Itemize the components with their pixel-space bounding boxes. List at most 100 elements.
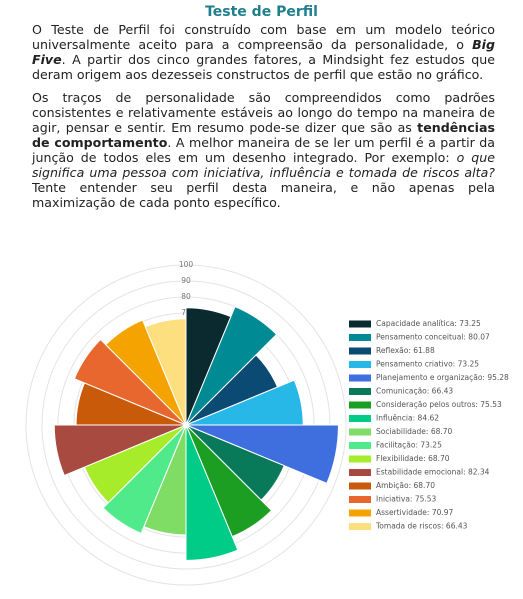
legend-entry: Facilitação: 73.25 <box>376 441 442 450</box>
legend-swatch <box>349 455 371 463</box>
text: . A melhor maneira de se ler um perfil é… <box>32 135 495 165</box>
legend-name: Assertividade <box>376 508 427 517</box>
legend-separator: : <box>423 454 428 463</box>
legend-swatch <box>349 374 371 382</box>
legend-entry: Assertividade: 70.97 <box>376 508 454 517</box>
legend-name: Sociabilidade <box>376 427 426 436</box>
legend-value: 75.53 <box>480 400 502 409</box>
legend-name: Influência <box>376 414 413 423</box>
legend-separator: : <box>475 400 480 409</box>
legend-swatch <box>349 496 371 503</box>
legend-name: Pensamento criativo <box>376 360 453 369</box>
legend-value: 80.07 <box>468 333 490 342</box>
legend-swatch <box>349 334 371 341</box>
legend-swatch <box>349 509 371 517</box>
legend-entry: Ambição: 68.70 <box>376 481 435 490</box>
legend-swatch <box>349 347 371 355</box>
legend-name: Iniciativa <box>376 495 410 504</box>
legend-swatch <box>349 442 371 449</box>
legend-entry: Pensamento conceitual: 80.07 <box>376 333 490 342</box>
legend-entry: Sociabilidade: 68.70 <box>376 427 453 436</box>
legend-separator: : <box>415 441 420 450</box>
legend-separator: : <box>454 319 459 328</box>
legend-name: Flexibilidade <box>376 454 424 463</box>
emphasis: Big Five <box>32 37 495 67</box>
page: Teste de Perfil O Teste de Perfil foi co… <box>0 4 523 599</box>
legend-separator: : <box>482 373 487 382</box>
r-tick-label: 90 <box>181 276 191 285</box>
legend-value: 73.25 <box>420 441 442 450</box>
legend-value: 75.53 <box>415 495 437 504</box>
legend-name: Capacidade analítica <box>376 319 454 328</box>
legend-name: Pensamento conceitual <box>376 333 463 342</box>
legend-separator: : <box>410 495 415 504</box>
legend-swatch <box>349 428 371 436</box>
legend-value: 82.34 <box>468 468 490 477</box>
paragraph: Os traços de personalidade são compreend… <box>32 90 495 210</box>
legend-value: 84.62 <box>418 414 440 423</box>
wedge <box>104 319 187 426</box>
legend-name: Facilitação <box>376 441 416 450</box>
chart: 102030405060708090100Capacidade analític… <box>25 260 509 586</box>
legend-value: 61.88 <box>413 346 435 355</box>
title: Teste de Perfil <box>205 4 318 20</box>
legend-name: Reflexão <box>376 346 409 355</box>
legend-separator: : <box>426 427 431 436</box>
legend-value: 68.70 <box>428 454 450 463</box>
wedge <box>53 424 187 477</box>
legend-swatch <box>349 401 371 409</box>
legend-swatch <box>349 320 371 328</box>
legend-separator: : <box>413 414 418 423</box>
legend-name: Consideração pelos outros <box>376 400 475 409</box>
legend-entry: Iniciativa: 75.53 <box>376 495 437 504</box>
legend-value: 66.43 <box>446 522 468 531</box>
legend-separator: : <box>463 333 468 342</box>
legend-separator: : <box>441 522 446 531</box>
legend-value: 73.25 <box>458 360 480 369</box>
legend-swatch <box>349 523 371 530</box>
legend-name: Comunicação <box>376 387 427 396</box>
legend-separator: : <box>427 508 432 517</box>
text: O Teste de Perfil foi construído com bas… <box>32 22 495 52</box>
wedge <box>185 424 339 484</box>
bold: tendências de comportamento <box>32 120 495 150</box>
legend-name: Ambição <box>376 481 409 490</box>
wedge <box>185 424 239 561</box>
legend-entry: Reflexão: 61.88 <box>376 346 435 355</box>
legend-swatch <box>349 388 371 395</box>
r-tick-label: 100 <box>179 260 194 269</box>
wedge <box>73 338 187 426</box>
legend-name: Tomada de riscos <box>375 522 441 531</box>
legend-separator: : <box>463 468 468 477</box>
legend-swatch <box>349 482 371 490</box>
text: Os traços de personalidade são compreend… <box>32 90 495 135</box>
legend-entry: Flexibilidade: 68.70 <box>376 454 450 463</box>
legend-value: 68.70 <box>431 427 453 436</box>
legend-value: 95.28 <box>487 373 509 382</box>
legend-entry: Pensamento criativo: 73.25 <box>376 360 479 369</box>
legend-value: 68.70 <box>414 481 436 490</box>
legend-entry: Capacidade analítica: 73.25 <box>376 319 481 328</box>
legend-entry: Influência: 84.62 <box>376 414 439 423</box>
legend-separator: : <box>409 481 414 490</box>
legend-swatch <box>349 361 371 368</box>
legend-entry: Tomada de riscos: 66.43 <box>375 522 468 531</box>
text: Tente entender seu perfil desta maneira,… <box>32 180 495 210</box>
legend-entry: Estabilidade emocional: 82.34 <box>376 468 490 477</box>
legend-separator: : <box>408 346 413 355</box>
legend-name: Planejamento e organização <box>376 373 483 382</box>
wedge <box>102 424 187 534</box>
paragraph: O Teste de Perfil foi construído com bas… <box>32 22 495 82</box>
legend-separator: : <box>453 360 458 369</box>
text: . A partir dos cinco grandes fatores, a … <box>32 52 495 82</box>
legend-swatch <box>349 415 371 422</box>
legend-value: 70.97 <box>432 508 454 517</box>
legend-entry: Planejamento e organização: 95.28 <box>376 373 509 382</box>
legend-value: 66.43 <box>432 387 454 396</box>
legend-value: 73.25 <box>459 319 481 328</box>
legend-separator: : <box>427 387 432 396</box>
legend-name: Estabilidade emocional <box>376 468 463 477</box>
legend-entry: Comunicação: 66.43 <box>376 387 453 396</box>
grid-circle <box>25 264 347 586</box>
italic: o que significa uma pessoa com iniciativ… <box>32 150 495 180</box>
